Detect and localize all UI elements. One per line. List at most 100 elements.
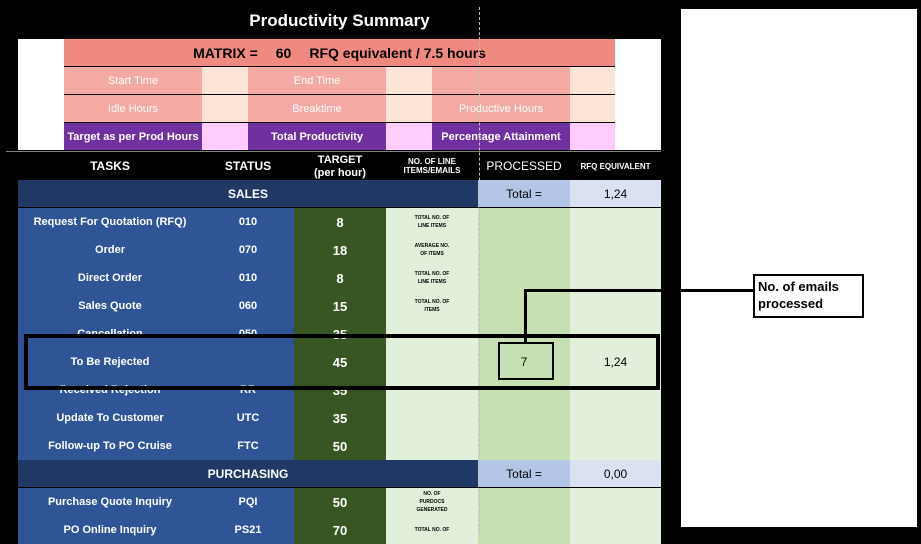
sales-row-line-items[interactable] [386,376,478,404]
start-time-value[interactable] [202,67,248,94]
sales-section-header: SALES [18,180,478,207]
right-white-panel-top [615,39,661,150]
start-time-label: Start Time [64,67,202,94]
callout-box: No. of emails processed [753,274,864,318]
sales-row-line-items-note: AVERAGE NO. OF ITEMS [414,243,450,257]
sales-row-task-name: Follow-up To PO Cruise [18,432,202,460]
sales-row-processed[interactable] [478,208,570,236]
sales-row-task-name: To Be Rejected [18,348,202,376]
title-bar [18,7,661,38]
col-header-target: TARGET (per hour) [294,153,386,181]
matrix-label: MATRIX = [193,44,258,61]
col-header-status: STATUS [224,159,272,173]
total-productivity-label: Total Productivity [248,123,386,150]
sales-row-processed[interactable] [478,432,570,460]
summary-blank-1 [432,67,570,94]
col-header-rfq-equiv: RFQ EQUIVALENT [580,161,651,171]
purchasing-row-processed[interactable] [478,516,570,544]
sales-row-rfq-equivalent: 1,24 [570,348,661,376]
purchasing-row-target: 70 [294,516,386,544]
sales-row-target: 45 [294,348,386,376]
percentage-attainment-label: Percentage Attainment [432,123,570,150]
sales-row-rfq-equivalent [570,208,661,236]
purchasing-row-rfq-equivalent [570,516,661,544]
matrix-row: MATRIX = 60 RFQ equivalent / 7.5 hours [64,39,615,66]
purchasing-total-value: 0,00 [570,460,661,487]
sales-row-line-items[interactable] [386,432,478,460]
idle-hours-value[interactable] [202,95,248,122]
sales-row-task-name: Direct Order [18,264,202,292]
sales-row-task-name: Request For Quotation (RFQ) [18,208,202,236]
sales-row-rfq-equivalent [570,404,661,432]
total-productivity-value [386,123,432,150]
purchasing-row-line-items-note: TOTAL NO. OF [414,527,450,533]
sales-row-line-items[interactable]: TOTAL NO. OF ITEMS [386,292,478,320]
sales-row-target: 50 [294,432,386,460]
sales-row-status [202,348,294,376]
page-title: Productivity Summary [249,10,430,30]
sales-row-target: 8 [294,264,386,292]
breaktime-label: Breaktime [248,95,386,122]
breaktime-value[interactable] [386,95,432,122]
processed-highlight [498,342,554,380]
sales-row-processed[interactable] [478,264,570,292]
col-header-target-title: TARGET [317,154,363,166]
col-header-tasks: TASKS [90,159,130,173]
sales-row-processed[interactable]: 7 [478,348,570,376]
col-header-processed: PROCESSED [486,159,562,173]
sales-row-status: 010 [202,208,294,236]
sales-row-processed[interactable] [478,376,570,404]
sales-row-line-items[interactable] [386,348,478,376]
sales-row-status: FTC [202,432,294,460]
target-prod-hours-label: Target as per Prod Hours [64,123,202,150]
highlight-box [24,334,660,390]
sales-row-target: 15 [294,292,386,320]
col-header-line-items: NO. OF LINE ITEMS/EMAILS [403,157,461,175]
purchasing-row-line-items[interactable]: NO. OF PURDOCS GENERATED [386,488,478,516]
sales-row-rfq-equivalent [570,264,661,292]
matrix-unit: RFQ equivalent / 7.5 hours [309,44,486,61]
sales-row-rfq-equivalent [570,292,661,320]
sales-row-processed[interactable] [478,236,570,264]
purchasing-row-line-items[interactable]: TOTAL NO. OF [386,516,478,544]
productive-hours-label: Productive Hours [432,95,570,122]
sales-row-status: 060 [202,292,294,320]
sales-row-line-items-note: TOTAL NO. OF ITEMS [414,299,450,313]
sales-row-processed[interactable] [478,404,570,432]
sales-row-line-items[interactable]: TOTAL NO. OF LINE ITEMS [386,264,478,292]
purchasing-row-status: PS21 [202,516,294,544]
percentage-attainment-value [570,123,615,150]
callout-line-vertical [524,289,527,344]
end-time-label: End Time [248,67,386,94]
dashed-guide [479,7,480,532]
sales-row-status: 010 [202,264,294,292]
summary-blank-value-1 [570,67,615,94]
sales-row-rfq-equivalent [570,432,661,460]
sales-row-line-items-note: TOTAL NO. OF LINE ITEMS [414,271,450,285]
col-header-target-sub: (per hour) [314,167,366,179]
purchasing-total-label: Total = [478,460,570,487]
purchasing-row-rfq-equivalent [570,488,661,516]
purchasing-row-target: 50 [294,488,386,516]
sales-row-status: UTC [202,404,294,432]
sales-row-line-items[interactable]: AVERAGE NO. OF ITEMS [386,236,478,264]
sales-row-target: 8 [294,208,386,236]
sales-row-target: 18 [294,236,386,264]
sales-row-line-items[interactable] [386,404,478,432]
sales-row-line-items[interactable]: TOTAL NO. OF LINE ITEMS [386,208,478,236]
sales-total-value: 1,24 [570,180,661,207]
productive-hours-value [570,95,615,122]
end-time-value[interactable] [386,67,432,94]
idle-hours-label: Idle Hours [64,95,202,122]
purchasing-row-task-name: Purchase Quote Inquiry [18,488,202,516]
sales-row-target: 35 [294,404,386,432]
sales-total-label: Total = [478,180,570,207]
sales-row-rfq-equivalent [570,376,661,404]
target-prod-hours-value [202,123,248,150]
purchasing-row-line-items-note: NO. OF PURDOCS GENERATED [416,491,448,513]
purchasing-section-header: PURCHASING [18,460,478,487]
purchasing-row-processed[interactable] [478,488,570,516]
sales-row-rfq-equivalent [570,236,661,264]
sales-row-task-name: Sales Quote [18,292,202,320]
right-white-area [681,9,917,527]
